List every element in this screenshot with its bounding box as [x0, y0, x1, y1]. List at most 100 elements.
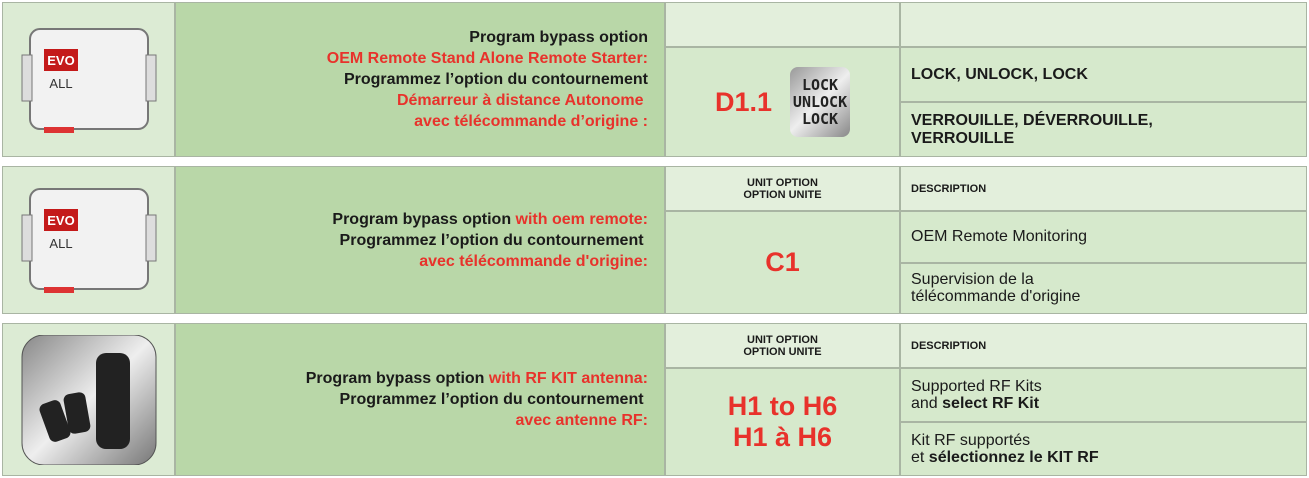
text-segment: select RF Kit: [942, 395, 1040, 412]
instruction-cell: Program bypass option with RF KIT antenn…: [175, 323, 665, 476]
option-group: D1.1: [715, 87, 772, 118]
icon-cell: [2, 323, 175, 476]
remote: [63, 391, 90, 434]
description-cell: VERROUILLE, DÉVERROUILLE, VERROUILLE: [900, 102, 1307, 157]
module-edge: [145, 214, 156, 262]
text-line: LOCK, UNLOCK, LOCK: [911, 66, 1306, 84]
remote: [39, 399, 70, 442]
header-cell: UNIT OPTION OPTION UNITE: [665, 166, 900, 211]
text-line: télécommande d'origine: [911, 288, 1306, 305]
text-line: Program bypass option with RF KIT antenn…: [306, 368, 648, 389]
text-segment: avec antenne RF:: [515, 412, 648, 429]
header-text: OPTION UNITE: [743, 188, 822, 201]
description-cell: Kit RF supportés et sélectionnez le KIT R…: [900, 422, 1307, 476]
badge-text: LOCK: [801, 109, 839, 128]
text-line: Supervision de la: [911, 271, 1306, 288]
text-segment: et: [911, 449, 929, 466]
text-line: VERROUILLE, DÉVERROUILLE,: [911, 112, 1306, 130]
option-group: C1: [765, 247, 800, 278]
option-cell: H1 to H6 H1 à H6: [665, 368, 900, 476]
text-segment: télécommande d'origine: [911, 288, 1081, 306]
text-segment: Program bypass option: [305, 370, 489, 387]
text-segment: Program bypass option: [469, 29, 648, 46]
text-segment: Démarreur à distance Autonome: [396, 92, 648, 109]
text-segment: Program bypass option: [332, 210, 516, 228]
text-line: avec télécommande d’origine :: [414, 111, 648, 132]
module-clip: [43, 287, 74, 293]
header-cell: [665, 2, 900, 47]
instruction-cell: Program bypass option with oem remote: Pr…: [175, 166, 665, 314]
text-line: avec télécommande d'origine:: [419, 251, 648, 272]
text-line: Programmez l’option du contournement: [340, 389, 648, 410]
option-code: H1 à H6: [732, 422, 833, 452]
remote-tile: [21, 334, 156, 465]
header-cell: [900, 2, 1307, 47]
module-clip: [43, 126, 74, 133]
text-segment: sélectionnez le KIT RF: [928, 449, 1099, 466]
text-line: avec antenne RF:: [516, 410, 648, 431]
option-code: D1.1: [714, 86, 773, 117]
description-cell: OEM Remote Monitoring: [900, 211, 1307, 263]
text-segment: OEM Remote Stand Alone Remote Starter:: [326, 50, 648, 67]
module-edge: [145, 54, 156, 101]
module-edge: [21, 54, 32, 101]
text-line: OEM Remote Stand Alone Remote Starter:: [327, 48, 648, 69]
text-line: et sélectionnez le KIT RF: [911, 449, 1306, 466]
text-line: OEM Remote Monitoring: [911, 228, 1306, 245]
icon: EVO ALL: [21, 27, 156, 133]
icon: EVO ALL: [21, 188, 156, 293]
logo-text: EVO: [47, 53, 74, 68]
text-segment: Supervision de la: [911, 271, 1034, 289]
icon: [21, 334, 156, 465]
logo-text: EVO: [47, 213, 74, 228]
module-body: [28, 188, 149, 290]
antenna: [95, 352, 130, 449]
option-code: C1: [765, 247, 800, 277]
text-segment: Kit RF supportés: [911, 432, 1031, 449]
instruction-cell: Program bypass option OEM Remote Stand Al…: [175, 2, 665, 157]
text-segment: with oem remote:: [515, 210, 648, 228]
option-group: H1 to H6 H1 à H6: [728, 391, 838, 453]
logo-text: ALL: [49, 76, 72, 91]
option-cell: D1.1 LOCK UNLOCK LOCK: [665, 47, 900, 157]
lock-badge: LOCK UNLOCK LOCK: [790, 67, 851, 137]
header-text: UNIT OPTION: [747, 333, 818, 346]
description-cell: Supervision de la télécommande d'origine: [900, 262, 1307, 314]
logo-text: ALL: [49, 236, 72, 251]
text-segment: avec télécommande d’origine :: [414, 113, 648, 130]
text-segment: and: [911, 395, 943, 412]
logo-box: [43, 48, 78, 71]
text-segment: avec télécommande d'origine:: [419, 252, 648, 270]
text-segment: Programmez l’option du contournement: [343, 71, 648, 88]
text-segment: with RF KIT antenna:: [488, 370, 648, 387]
description-cell: Supported RF Kits and select RF Kit: [900, 368, 1307, 422]
text-line: and select RF Kit: [911, 395, 1306, 412]
text-segment: VERROUILLE: [911, 129, 1015, 147]
logo-box: [43, 209, 78, 231]
option-code: H1 to H6: [727, 391, 838, 421]
text-line: Programmez l’option du contournement: [344, 69, 648, 90]
text-line: Kit RF supportés: [911, 432, 1306, 449]
module-body: [28, 27, 149, 130]
text-segment: Programmez l’option du contournement: [339, 231, 648, 249]
text-segment: VERROUILLE, DÉVERROUILLE,: [911, 111, 1153, 129]
icon-cell: EVO ALL: [2, 2, 175, 157]
text-segment: OEM Remote Monitoring: [911, 228, 1088, 246]
text-line: Supported RF Kits: [911, 378, 1306, 395]
header-cell: UNIT OPTION OPTION UNITE: [665, 323, 900, 368]
description-cell: LOCK, UNLOCK, LOCK: [900, 47, 1307, 102]
text-segment: LOCK, UNLOCK, LOCK: [911, 65, 1088, 83]
module-edge: [21, 214, 32, 262]
option-cell: C1: [665, 211, 900, 314]
header-text: DESCRIPTION: [911, 182, 987, 195]
text-line: Program bypass option with oem remote:: [332, 209, 648, 230]
text-line: Program bypass option: [469, 27, 648, 48]
text-segment: Programmez l’option du contournement: [339, 391, 648, 408]
badge-text: UNLOCK: [792, 92, 848, 111]
text-line: VERROUILLE: [911, 130, 1306, 148]
header-text: DESCRIPTION: [911, 339, 987, 352]
text-segment: Supported RF Kits: [911, 378, 1042, 395]
text-line: Programmez l’option du contournement: [340, 230, 648, 251]
header-cell: DESCRIPTION: [900, 166, 1307, 211]
